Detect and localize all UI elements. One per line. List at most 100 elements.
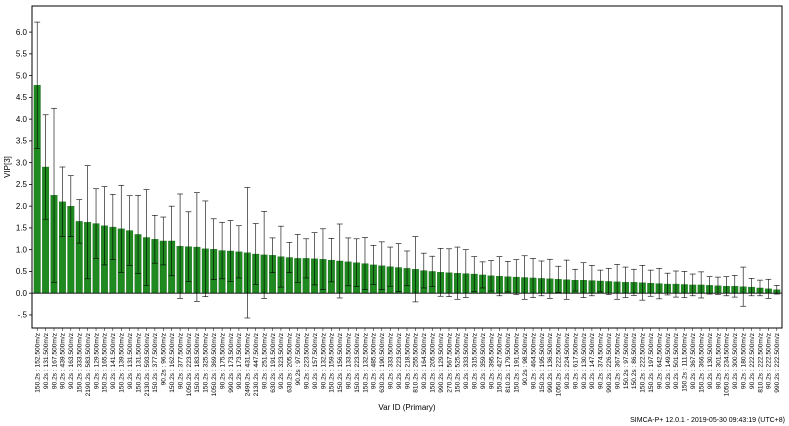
x-category-label: 150.2s : 222.500m/z <box>640 333 647 393</box>
x-category-label: 990.2s : 129.500m/z <box>438 333 445 393</box>
x-category-label: 810.2s : 222.500m/z <box>757 333 764 393</box>
x-category-label: 90.2s : 367.500m/z <box>690 333 697 389</box>
x-category-label: 90.2s : 224.500m/z <box>564 333 571 389</box>
x-category-label: 90.2s : 163.500m/z <box>68 333 75 389</box>
x-category-label: 90.2s : 617.500m/z <box>572 333 579 389</box>
x-category-label: 90.2s : 175.500m/z <box>219 333 226 389</box>
y-tick-label: 2.0 <box>16 202 28 211</box>
error-bars-group <box>34 21 780 319</box>
x-category-label: 90.2s : 222.500m/z <box>766 333 773 389</box>
x-category-label: 90.2s : 133.500m/z <box>345 333 352 389</box>
x-category-label: 2130.2s : 447.500m/z <box>253 333 260 396</box>
x-category-label: 90.2s : 157.500m/z <box>312 333 319 389</box>
x-category-label: 150.2s : 325.500m/z <box>203 333 210 393</box>
x-category-label: 1050.2s : 234.500m/z <box>724 333 731 396</box>
y-axis: -.5 0.0 0.5 1.0 1.5 2.0 2.5 3.0 3.5 4.0 4.5 5.0 5.5 6… <box>16 28 32 320</box>
x-category-label: 90.2s : 642.500m/z <box>656 333 663 389</box>
x-category-label: 90.2s : 395.500m/z <box>488 333 495 389</box>
x-category-label: 150.2s : 159.500m/z <box>329 333 336 393</box>
x-category-label: 90.2s : 167.500m/z <box>51 333 58 389</box>
x-category-label: 90.2s : 218.500m/z <box>404 333 411 389</box>
x-category-label: 150.2s : 333.500m/z <box>77 333 84 393</box>
y-tick-label: -.5 <box>18 311 28 320</box>
x-category-label: 630.2s : 190.500m/z <box>379 333 386 393</box>
x-category-label: 150.2s : 377.500m/z <box>152 333 159 393</box>
x-category-label: 150.2s : 86.500m/z <box>631 333 638 389</box>
x-category-label: 990.2s : 226.500m/z <box>606 333 613 393</box>
x-category-label: 990.2s : 136.500m/z <box>547 333 554 393</box>
x-category-label: 810.2s : 179.500m/z <box>505 333 512 393</box>
x-category-label: 150.2s : 525.500m/z <box>455 333 462 393</box>
x-axis-title: Var ID (Primary) <box>378 403 436 412</box>
x-category-label: 90.2s : 131.500m/z <box>127 333 134 389</box>
x-category-label: 90.2s : 129.500m/z <box>93 333 100 389</box>
x-category-label: 90.2s : 130.500m/z <box>707 333 714 389</box>
y-tick-label: 1.0 <box>16 245 28 254</box>
y-tick-label: 0.5 <box>16 267 28 276</box>
x-category-label: 90.2s : 132.500m/z <box>320 333 327 389</box>
y-tick-label: 5.0 <box>16 71 28 80</box>
x-category-label: 90.2s : 501.500m/z <box>673 333 680 389</box>
y-tick-label: 3.0 <box>16 158 28 167</box>
x-category-label: 90.2s : 439.500m/z <box>60 333 67 389</box>
x-category-label: 150.2s : 165.500m/z <box>102 333 109 393</box>
x-category-label: 90.2s : 223.500m/z <box>303 333 310 389</box>
x-category-label: 630.2s : 191.500m/z <box>270 333 277 393</box>
x-category-label: 90.2s : 223.500m/z <box>396 333 403 389</box>
x-category-label: 90.2s : 149.500m/z <box>665 333 672 389</box>
x-category-label: 90.2s : 141.500m/z <box>110 333 117 389</box>
x-category-label: 150.2s : 366.500m/z <box>698 333 705 393</box>
x-category-label: 90.2s : 333.500m/z <box>387 333 394 389</box>
x-category-label: 1050.2s : 369.500m/z <box>211 333 218 396</box>
x-category-label: 2190.2s : 583.500m/z <box>85 333 92 396</box>
y-axis-title: VIP[3] <box>3 156 12 178</box>
x-category-label: 90.2s : 97.500m/z <box>295 333 302 385</box>
x-category-label: 90.2s : 164.500m/z <box>421 333 428 389</box>
x-category-label: 90.2s : 359.500m/z <box>480 333 487 389</box>
x-axis: 150.2s : 152.500m/z 90.2s : 131.500m/z 90.… <box>35 328 781 396</box>
x-category-label: 90.2s : 173.500m/z <box>236 333 243 389</box>
y-tick-label: 4.5 <box>16 93 28 102</box>
x-category-label: 150.2s : 197.500m/z <box>648 333 655 393</box>
x-category-label: 990.2s : 222.500m/z <box>774 333 781 393</box>
x-category-label: 150.2s : 162.500m/z <box>169 333 176 393</box>
x-category-label: 90.2s : 367.500m/z <box>614 333 621 389</box>
x-category-label: 90.2s : 130.500m/z <box>581 333 588 389</box>
x-category-label: 630.2s : 205.500m/z <box>287 333 294 393</box>
y-tick-label: 1.5 <box>16 224 28 233</box>
x-category-label: 2130.2s : 593.500m/z <box>144 333 151 396</box>
x-category-label: 90.2s : 464.500m/z <box>530 333 537 389</box>
x-category-label: 90.2s : 180.500m/z <box>740 333 747 389</box>
x-category-label: 150.2s : 205.500m/z <box>430 333 437 393</box>
x-category-label: 90.2s : 131.500m/z <box>43 333 50 389</box>
x-category-label: 1050.2s : 223.500m/z <box>186 333 193 396</box>
x-category-label: 90.2s : 98.500m/z <box>522 333 529 385</box>
x-category-label: 90.2s : 333.500m/z <box>463 333 470 389</box>
y-tick-label: 5.5 <box>16 50 28 59</box>
x-category-label: 150.2s : 97.500m/z <box>623 333 630 389</box>
x-category-label: 150.2s : 195.500m/z <box>539 333 546 393</box>
x-category-label: 90.2s : 315.500m/z <box>472 333 479 389</box>
x-category-label: 90.2s : 374.500m/z <box>598 333 605 389</box>
x-category-label: 90.2s : 251.500m/z <box>261 333 268 389</box>
x-category-label: 150.2s : 183.500m/z <box>194 333 201 393</box>
y-tick-label: 2.5 <box>16 180 28 189</box>
x-category-label: 1050.2s : 222.500m/z <box>556 333 563 396</box>
y-tick-label: 0.0 <box>16 289 28 298</box>
x-category-label: 990.2s : 173.500m/z <box>228 333 235 393</box>
x-category-label: 90.2s : 323.500m/z <box>278 333 285 389</box>
x-category-label: 810.2s : 255.500m/z <box>413 333 420 393</box>
x-category-label: 150.2s : 191.500m/z <box>514 333 521 393</box>
x-category-label: 90.2s : 222.500m/z <box>749 333 756 389</box>
y-tick-label: 3.5 <box>16 137 28 146</box>
y-tick-label: 4.0 <box>16 115 28 124</box>
x-category-label: 150.2s : 131.500m/z <box>135 333 142 393</box>
x-category-label: 150.2s : 132.500m/z <box>362 333 369 393</box>
y-tick-label: 6.0 <box>16 28 28 37</box>
x-category-label: 150.2s : 223.500m/z <box>354 333 361 393</box>
x-category-label: 150.2s : 156.500m/z <box>337 333 344 393</box>
x-category-label: 150.2s : 152.500m/z <box>35 333 42 393</box>
x-category-label: 90.2s : 300.500m/z <box>732 333 739 389</box>
